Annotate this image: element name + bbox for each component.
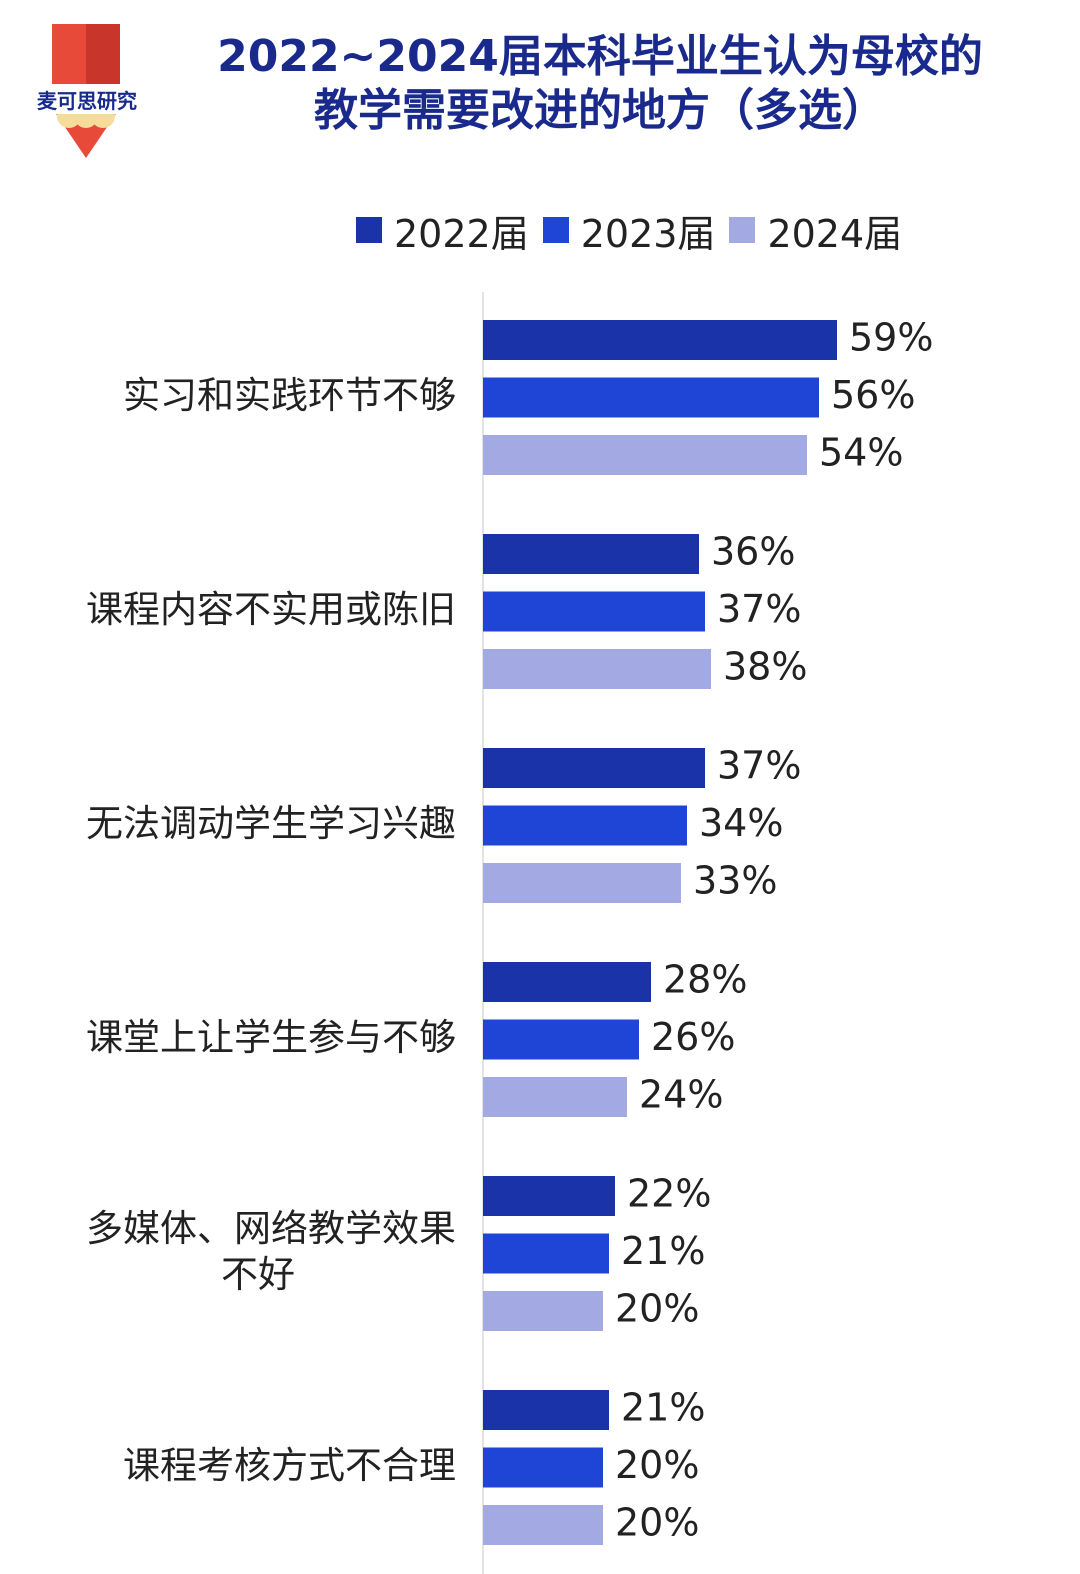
bar-0-2024届 (483, 435, 807, 475)
bar-3-2023届 (483, 1019, 639, 1060)
category-label-4-line-0: 多媒体、网络教学效果 (86, 1207, 456, 1250)
value-label-1-2022届: 36% (711, 530, 795, 574)
bar-3-2024届 (483, 1077, 627, 1117)
value-label-4-2023届: 21% (621, 1229, 705, 1273)
bar-4-2024届 (483, 1291, 603, 1331)
legend-label-2022: 2022届 (394, 211, 529, 256)
legend-item-2024: 2024届 (729, 203, 902, 258)
chart-legend: 2022届 2023届 2024届 (356, 206, 902, 256)
value-label-3-2022届: 28% (663, 958, 747, 1002)
category-label-3: 课堂上让学生参与不够 (86, 1016, 456, 1059)
value-label-1-2024届: 38% (723, 645, 807, 689)
legend-label-2024: 2024届 (767, 211, 903, 256)
value-label-0-2022届: 59% (849, 316, 933, 360)
value-label-5-2024届: 20% (615, 1501, 699, 1545)
bar-5-2024届 (483, 1505, 603, 1545)
legend-item-2022: 2022届 (356, 203, 529, 258)
category-label-5: 课程考核方式不合理 (123, 1444, 456, 1487)
bar-4-2022届 (483, 1176, 615, 1216)
chart-title: 2022~2024届本科毕业生认为母校的 教学需要改进的地方（多选） (160, 30, 1040, 138)
value-label-3-2023届: 26% (651, 1015, 735, 1059)
value-label-3-2024届: 24% (639, 1073, 723, 1117)
legend-swatch-2022 (356, 217, 382, 243)
category-label-0: 实习和实践环节不够 (123, 374, 456, 417)
bar-5-2023届 (483, 1447, 603, 1488)
maikesi-logo: 麦可思研究 (28, 24, 146, 158)
value-label-0-2024届: 54% (819, 431, 903, 475)
bar-1-2023届 (483, 591, 705, 632)
value-label-2-2022届: 37% (717, 744, 801, 788)
value-label-0-2023届: 56% (831, 373, 915, 417)
logo-stripe-right (86, 24, 120, 90)
legend-swatch-2023 (542, 217, 569, 243)
logo-text: 麦可思研究 (37, 89, 137, 113)
chart-title-line-2: 教学需要改进的地方（多选） (314, 85, 886, 136)
bar-1-2022届 (483, 534, 699, 574)
bar-4-2023届 (483, 1233, 609, 1274)
bar-0-2022届 (483, 320, 837, 360)
value-label-2-2023届: 34% (699, 801, 783, 845)
category-label-4-line-1: 不好 (221, 1253, 295, 1296)
logo-text-band (28, 84, 146, 114)
value-label-4-2024届: 20% (615, 1287, 699, 1331)
value-label-4-2022届: 22% (627, 1172, 711, 1216)
value-label-1-2023届: 37% (717, 587, 801, 631)
category-label-1: 课程内容不实用或陈旧 (86, 588, 456, 631)
bar-2-2023届 (483, 805, 687, 846)
bar-2-2024届 (483, 863, 681, 903)
bar-3-2022届 (483, 962, 651, 1002)
chart-title-line-1: 2022~2024届本科毕业生认为母校的 (217, 31, 983, 82)
value-label-5-2022届: 21% (621, 1386, 705, 1430)
category-label-2: 无法调动学生学习兴趣 (86, 802, 456, 845)
bar-0-2023届 (483, 377, 819, 418)
bar-5-2022届 (483, 1390, 609, 1430)
legend-label-2023: 2023届 (580, 211, 716, 256)
value-label-2-2024届: 33% (693, 859, 777, 903)
legend-item-2023: 2023届 (542, 203, 716, 258)
logo-stripe-left (52, 24, 86, 90)
bar-1-2024届 (483, 649, 711, 689)
legend-swatch-2024 (729, 217, 756, 243)
value-label-5-2023届: 20% (615, 1443, 699, 1487)
bar-2-2022届 (483, 748, 705, 788)
